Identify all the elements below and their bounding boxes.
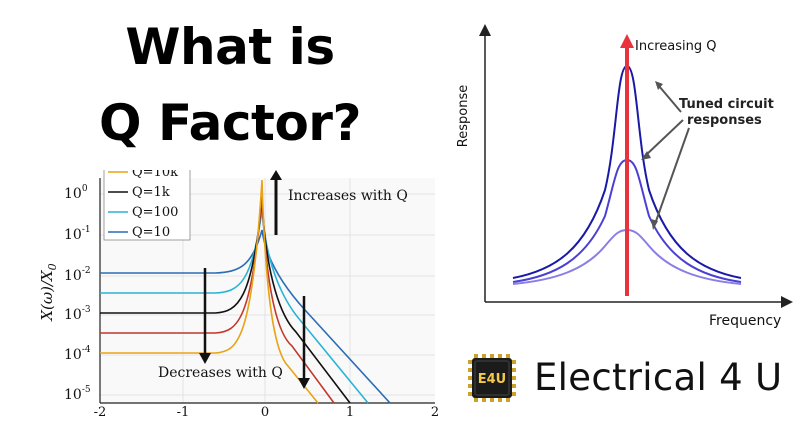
increasing-q-label: Increasing Q <box>635 39 717 54</box>
right-xlabel: Frequency <box>709 313 781 329</box>
left-xticks: -2 -1 0 1 2 <box>94 405 439 420</box>
left-plot: X(ω)/X0 100 10-1 10-2 10-3 10-4 10-5 -2 … <box>38 160 439 420</box>
xtick-2: 0 <box>261 405 269 420</box>
right-ylabel: Response <box>456 85 471 147</box>
logo-text: E4U <box>478 372 506 387</box>
decreases-arrows <box>199 268 310 389</box>
increases-arrow <box>270 170 282 235</box>
left-ylabel: X(ω)/X0 <box>38 263 59 321</box>
right-axes <box>484 32 783 303</box>
ytick-2: 10-2 <box>64 266 91 284</box>
callout-line-2: responses <box>687 113 762 128</box>
right-plot: Response Frequency Increasing Q Tuned ci… <box>456 24 793 329</box>
legend-q100: Q=100 <box>132 205 178 220</box>
y-axis-arrowhead <box>479 24 491 36</box>
increases-label: Increases with Q <box>288 188 408 204</box>
ytick-5: 10-5 <box>64 385 91 403</box>
e4u-logo-icon: E4U <box>468 354 516 402</box>
ytick-0: 100 <box>64 184 88 202</box>
ytick-1: 10-1 <box>64 225 91 243</box>
xtick-4: 2 <box>431 405 439 420</box>
left-curves <box>100 179 391 404</box>
callout-pointer-heads <box>641 81 663 230</box>
legend-q10: Q=10 <box>132 225 170 240</box>
left-legend: Q=10k Q=1k Q=100 Q=10 <box>103 165 191 241</box>
legend-q1k: Q=1k <box>132 185 170 200</box>
ytick-3: 10-3 <box>64 305 91 323</box>
callout-line-1: Tuned circuit <box>679 97 774 112</box>
title-line-2: Q Factor? <box>99 94 361 152</box>
x-axis-arrowhead <box>781 296 793 308</box>
curve-q10 <box>100 229 391 404</box>
increasing-q-arrow <box>620 34 634 296</box>
curve-q10k <box>100 179 319 404</box>
xtick-1: -1 <box>177 405 190 420</box>
axes <box>99 178 435 404</box>
title-line-1: What is <box>125 18 335 76</box>
xtick-3: 1 <box>346 405 354 420</box>
decreases-label: Decreases with Q <box>158 365 283 381</box>
left-yticks: 100 10-1 10-2 10-3 10-4 10-5 <box>64 184 91 403</box>
ytick-4: 10-4 <box>64 345 91 363</box>
brand-name: Electrical 4 U <box>534 356 783 399</box>
callout-pointers <box>644 85 690 225</box>
xtick-0: -2 <box>94 405 107 420</box>
